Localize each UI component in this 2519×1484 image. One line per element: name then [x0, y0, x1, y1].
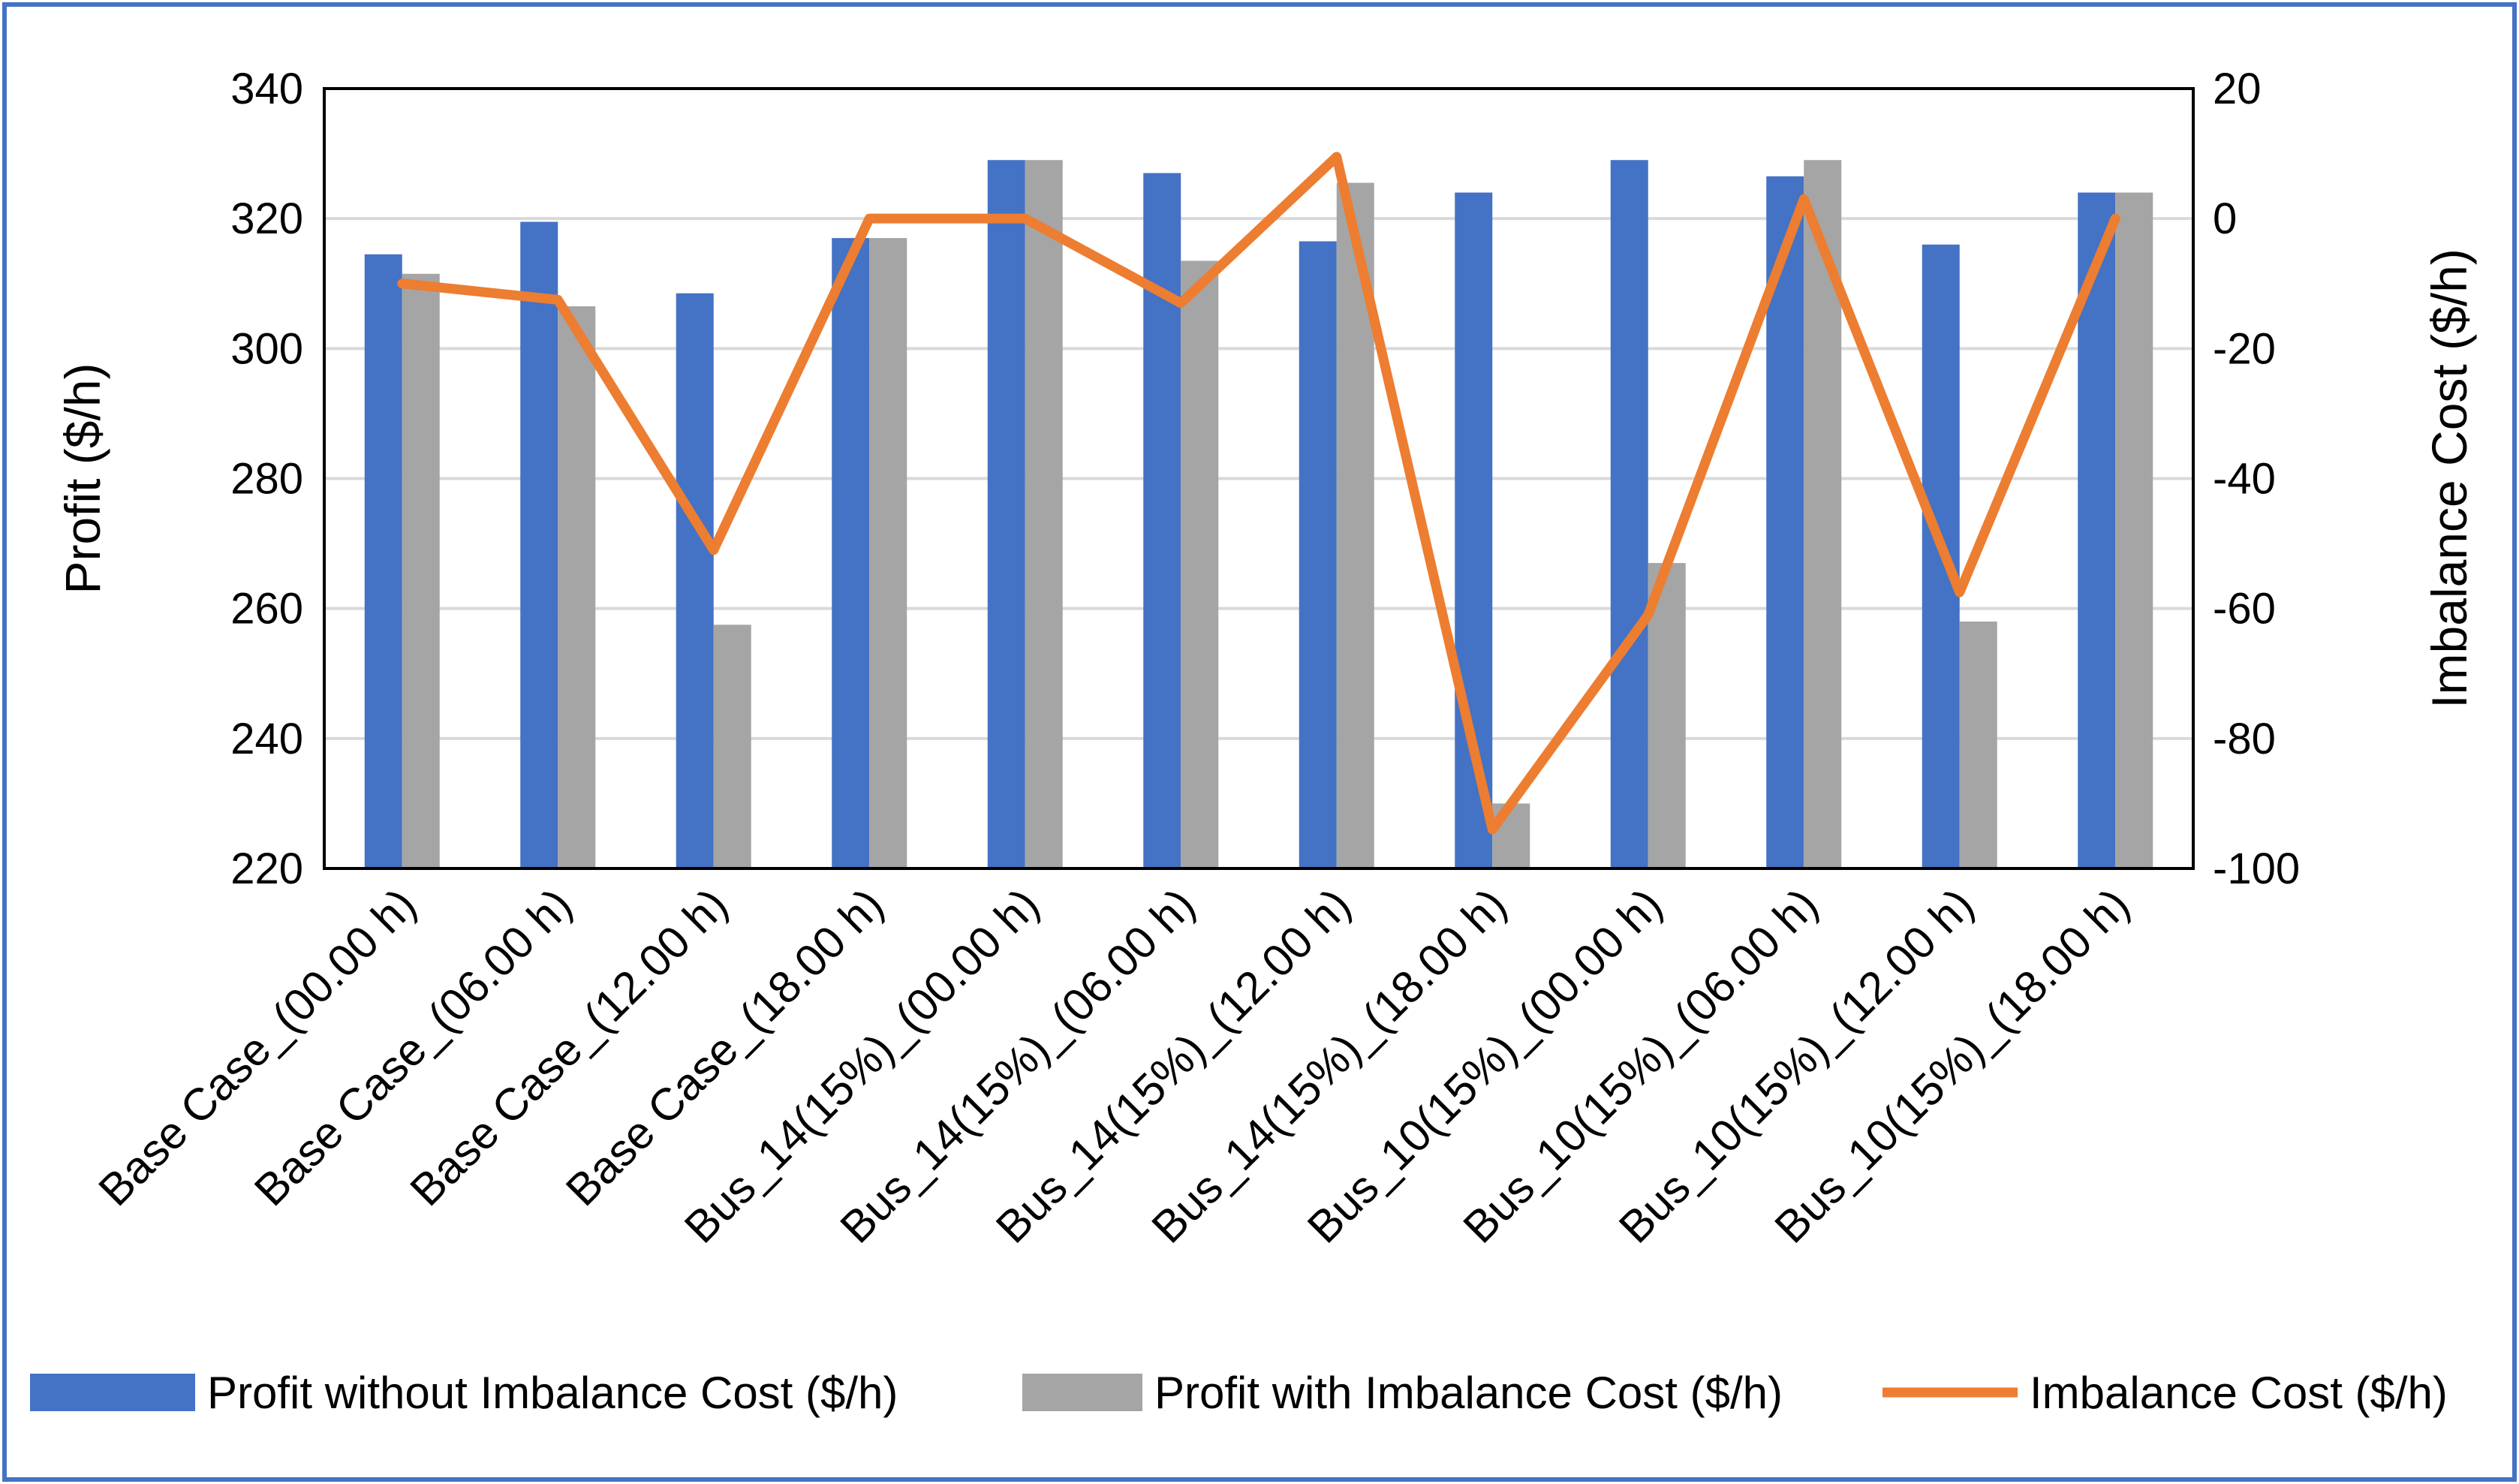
bar-profit-with-imbalance — [2115, 192, 2153, 868]
bar-profit-with-imbalance — [402, 273, 440, 868]
gridlines — [324, 217, 2193, 740]
right-tick-label: -80 — [2213, 715, 2276, 763]
legend-label: Imbalance Cost ($/h) — [2030, 1368, 2448, 1418]
left-tick-label: 240 — [230, 715, 303, 763]
bar-profit-without-imbalance — [1610, 160, 1648, 868]
left-axis-title: Profit ($/h) — [55, 363, 110, 594]
bar-profit-with-imbalance — [713, 625, 751, 868]
imbalance-cost-point — [1958, 591, 1961, 594]
right-tick-label: -40 — [2213, 455, 2276, 504]
bar-profit-without-imbalance — [987, 160, 1025, 868]
bar-profit-with-imbalance — [558, 306, 596, 868]
legend-swatch — [1022, 1374, 1142, 1411]
imbalance-cost-point — [868, 218, 871, 220]
imbalance-cost-point — [1180, 302, 1182, 304]
right-axis-ticks: -100 -80 -60 -40 -20 0 20 — [2213, 65, 2300, 893]
imbalance-cost-point — [401, 282, 403, 284]
imbalance-line — [397, 152, 2120, 835]
right-tick-label: 20 — [2213, 65, 2262, 113]
imbalance-cost-point — [1024, 218, 1026, 220]
legend-swatch — [30, 1374, 195, 1411]
left-tick-label: 340 — [230, 65, 303, 113]
legend: Profit without Imbalance Cost ($/h) Profi… — [30, 1368, 2448, 1418]
imbalance-cost-point — [1335, 155, 1338, 158]
left-tick-label: 280 — [230, 455, 303, 504]
left-tick-label: 260 — [230, 585, 303, 634]
imbalance-cost-point — [1647, 614, 1649, 616]
right-axis-title: Imbalance Cost ($/h) — [2421, 248, 2477, 709]
bar-profit-with-imbalance — [1959, 621, 1997, 868]
legend-label: Profit without Imbalance Cost ($/h) — [207, 1368, 898, 1418]
right-tick-label: -20 — [2213, 324, 2276, 373]
right-tick-label: -60 — [2213, 585, 2276, 634]
bar-profit-with-imbalance — [1648, 563, 1686, 868]
right-tick-label: -100 — [2213, 844, 2300, 893]
bar-profit-with-imbalance — [1025, 160, 1063, 868]
bar-profit-without-imbalance — [832, 238, 870, 868]
right-tick-label: 0 — [2213, 194, 2237, 243]
left-tick-label: 220 — [230, 844, 303, 893]
bar-profit-with-imbalance — [1492, 803, 1530, 868]
imbalance-cost-point — [1803, 198, 1805, 200]
plot-area-border — [323, 87, 2195, 870]
left-tick-label: 320 — [230, 194, 303, 243]
left-tick-label: 300 — [230, 324, 303, 373]
bar-profit-with-imbalance — [869, 238, 907, 868]
legend-label: Profit with Imbalance Cost ($/h) — [1154, 1368, 1783, 1418]
bar-profit-without-imbalance — [1143, 173, 1181, 868]
imbalance-cost-point — [712, 549, 715, 551]
bar-profit-with-imbalance — [1804, 160, 1842, 868]
bar-profit-without-imbalance — [520, 221, 558, 868]
bar-profit-without-imbalance — [1299, 241, 1337, 868]
bar-profit-without-imbalance — [364, 254, 402, 869]
left-axis-ticks: 220 240 260 280 300 320 340 — [230, 65, 303, 893]
imbalance-cost-line — [397, 152, 2120, 835]
imbalance-cost-point — [1491, 829, 1494, 831]
imbalance-cost-point — [557, 299, 559, 301]
imbalance-cost-point — [2114, 218, 2117, 220]
bar-profit-with-imbalance — [1181, 260, 1219, 869]
bar-profit-without-imbalance — [676, 293, 714, 868]
